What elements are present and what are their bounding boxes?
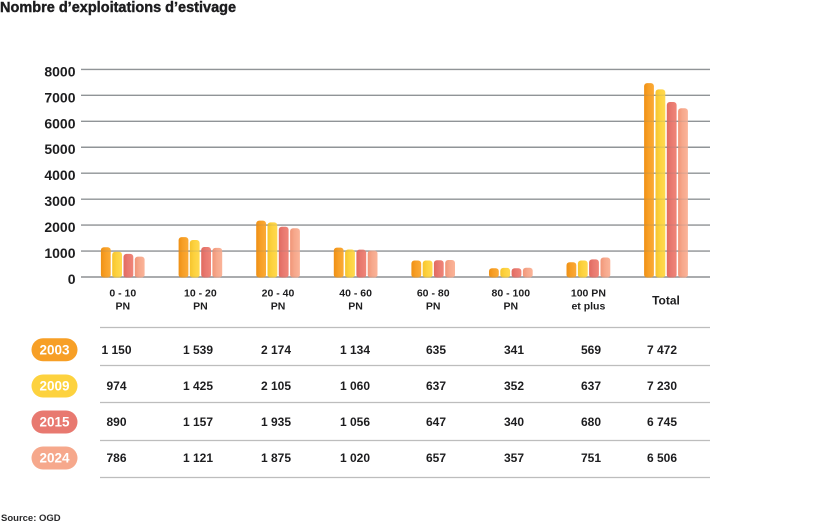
svg-text:PN: PN <box>426 301 441 313</box>
svg-text:1 150: 1 150 <box>101 343 131 357</box>
svg-text:2003: 2003 <box>39 342 70 357</box>
svg-text:680: 680 <box>581 415 601 429</box>
svg-text:PN: PN <box>116 301 131 313</box>
svg-text:1 134: 1 134 <box>340 343 370 357</box>
svg-text:6000: 6000 <box>44 115 75 131</box>
svg-text:1 060: 1 060 <box>340 379 370 393</box>
svg-text:786: 786 <box>106 451 126 465</box>
svg-text:3000: 3000 <box>44 193 75 209</box>
svg-text:1 425: 1 425 <box>183 379 213 393</box>
svg-text:637: 637 <box>581 379 601 393</box>
svg-text:10 - 20: 10 - 20 <box>184 288 217 300</box>
svg-text:PN: PN <box>271 301 286 313</box>
svg-text:657: 657 <box>426 451 446 465</box>
svg-text:40 - 60: 40 - 60 <box>339 288 372 300</box>
svg-text:1 539: 1 539 <box>183 343 213 357</box>
svg-text:2 105: 2 105 <box>261 379 291 393</box>
svg-text:PN: PN <box>504 301 519 313</box>
svg-text:7 230: 7 230 <box>647 379 677 393</box>
svg-text:340: 340 <box>504 415 524 429</box>
svg-text:1 875: 1 875 <box>261 451 291 465</box>
svg-text:80 - 100: 80 - 100 <box>492 288 531 300</box>
svg-text:PN: PN <box>348 301 363 313</box>
svg-text:et plus: et plus <box>571 301 605 313</box>
svg-text:352: 352 <box>504 379 524 393</box>
svg-text:1 935: 1 935 <box>261 415 291 429</box>
svg-text:1 056: 1 056 <box>340 415 370 429</box>
svg-text:890: 890 <box>106 415 126 429</box>
svg-text:6 506: 6 506 <box>647 451 677 465</box>
svg-text:2 174: 2 174 <box>261 343 291 357</box>
svg-text:Total: Total <box>652 294 680 308</box>
svg-text:20 - 40: 20 - 40 <box>262 288 295 300</box>
svg-text:5000: 5000 <box>44 141 75 157</box>
svg-text:8000: 8000 <box>44 63 75 79</box>
svg-text:0: 0 <box>68 271 76 287</box>
svg-text:357: 357 <box>504 451 524 465</box>
svg-text:2024: 2024 <box>39 451 70 466</box>
svg-text:2000: 2000 <box>44 219 75 235</box>
svg-text:7000: 7000 <box>44 89 75 105</box>
svg-text:569: 569 <box>581 343 601 357</box>
svg-text:974: 974 <box>106 379 126 393</box>
svg-text:1 020: 1 020 <box>340 451 370 465</box>
svg-text:341: 341 <box>504 343 524 357</box>
svg-text:2009: 2009 <box>39 379 69 394</box>
svg-text:635: 635 <box>426 343 446 357</box>
svg-text:100 PN: 100 PN <box>571 288 606 300</box>
svg-text:1000: 1000 <box>44 245 75 261</box>
svg-text:7 472: 7 472 <box>647 343 677 357</box>
svg-text:6 745: 6 745 <box>647 415 677 429</box>
svg-text:1 157: 1 157 <box>183 415 213 429</box>
svg-text:4000: 4000 <box>44 167 75 183</box>
svg-text:60 - 80: 60 - 80 <box>417 288 450 300</box>
svg-text:PN: PN <box>193 301 208 313</box>
svg-text:751: 751 <box>581 451 601 465</box>
svg-text:0 - 10: 0 - 10 <box>109 288 136 300</box>
svg-text:2015: 2015 <box>39 415 70 430</box>
svg-text:647: 647 <box>426 415 446 429</box>
svg-text:1 121: 1 121 <box>183 451 213 465</box>
svg-text:637: 637 <box>426 379 446 393</box>
